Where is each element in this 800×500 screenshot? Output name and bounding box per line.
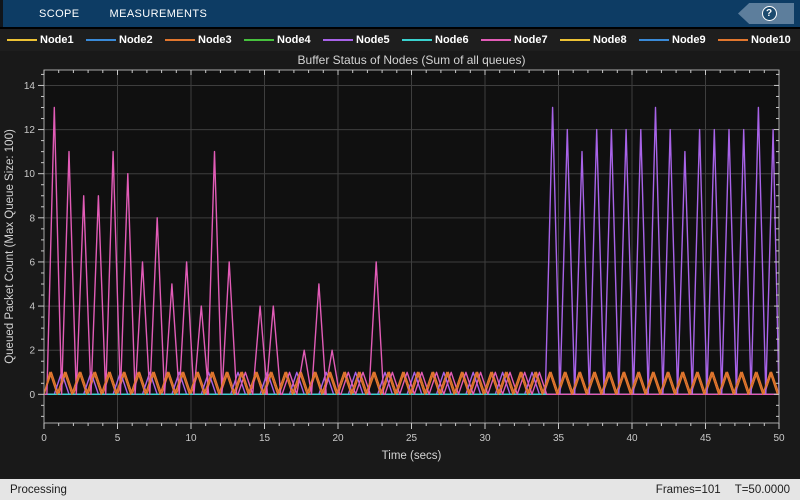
chart-region: 0 5 10 15 20 25 30 35 40 45 50 0 2 4 6 8 10 12 14 Buffer St… [0,51,800,477]
tab-scope[interactable]: SCOPE [39,7,80,20]
legend-swatch-node3 [165,38,195,42]
toolstrip-collapse-tag[interactable]: ? [738,3,794,24]
legend-swatch-node1 [7,38,37,42]
series-lines [43,106,780,395]
legend-swatch-node5 [323,38,353,42]
status-message: Processing [10,483,67,496]
svg-text:8: 8 [29,213,35,224]
svg-text:25: 25 [406,433,418,444]
legend-swatch-node7 [481,38,511,42]
legend-label: Node1 [40,34,74,46]
svg-text:4: 4 [29,302,35,313]
legend-swatch-node8 [560,38,590,42]
svg-text:0: 0 [41,433,47,444]
legend-bar: Node1 Node2 Node3 Node4 Node5 Node6 Node7 Node8… [0,27,800,51]
svg-text:6: 6 [29,257,35,268]
legend-item-node1[interactable]: Node1 [7,34,86,46]
legend-item-node10[interactable]: Node10 [718,34,797,46]
svg-text:35: 35 [553,433,565,444]
svg-text:10: 10 [24,169,36,180]
svg-text:2: 2 [29,346,35,357]
svg-text:20: 20 [332,433,344,444]
legend-item-node5[interactable]: Node5 [323,34,402,46]
status-time: T=50.0000 [734,483,790,496]
series-line-node10 [43,371,779,395]
tab-measurements[interactable]: MEASUREMENTS [109,7,208,20]
tick-labels: 0 5 10 15 20 25 30 35 40 45 50 0 2 4 6 8 10 12 14 [24,81,785,444]
svg-text:50: 50 [773,433,785,444]
legend-item-node6[interactable]: Node6 [402,34,481,46]
toolstrip: SCOPE MEASUREMENTS ? [0,0,800,27]
svg-text:10: 10 [185,433,197,444]
series-line-node7 [44,106,779,395]
axis-ticks [38,70,780,429]
legend-label: Node5 [356,34,390,46]
svg-text:15: 15 [259,433,271,444]
y-axis-label: Queued Packet Count (Max Queue Size: 100… [4,129,16,364]
legend-label: Node3 [198,34,232,46]
svg-text:5: 5 [115,433,121,444]
svg-text:45: 45 [700,433,712,444]
svg-text:40: 40 [626,433,638,444]
legend-label: Node9 [672,34,706,46]
legend-item-node2[interactable]: Node2 [86,34,165,46]
legend-item-node8[interactable]: Node8 [560,34,639,46]
legend-swatch-node10 [718,38,748,42]
svg-text:0: 0 [29,390,35,401]
legend-label: Node8 [593,34,627,46]
chart-canvas[interactable]: 0 5 10 15 20 25 30 35 40 45 50 0 2 4 6 8 10 12 14 Buffer St… [0,51,800,477]
svg-text:14: 14 [24,81,36,92]
legend-swatch-node2 [86,38,116,42]
legend-item-node7[interactable]: Node7 [481,34,560,46]
legend-label: Node7 [514,34,548,46]
legend-label: Node2 [119,34,153,46]
status-bar: Processing Frames=101 T=50.0000 [0,477,800,500]
legend-label: Node6 [435,34,469,46]
x-axis-label: Time (secs) [382,450,442,462]
legend-item-node3[interactable]: Node3 [165,34,244,46]
legend-label: Node4 [277,34,311,46]
legend-swatch-node9 [639,38,669,42]
legend-label: Node10 [751,34,791,46]
status-frames: Frames=101 [655,483,721,496]
svg-text:30: 30 [479,433,491,444]
legend-swatch-node6 [402,38,432,42]
help-icon[interactable]: ? [761,6,777,21]
legend-swatch-node4 [244,38,274,42]
svg-text:12: 12 [24,125,36,136]
legend-item-node4[interactable]: Node4 [244,34,323,46]
legend-item-node9[interactable]: Node9 [639,34,718,46]
chart-title: Buffer Status of Nodes (Sum of all queue… [298,53,526,67]
